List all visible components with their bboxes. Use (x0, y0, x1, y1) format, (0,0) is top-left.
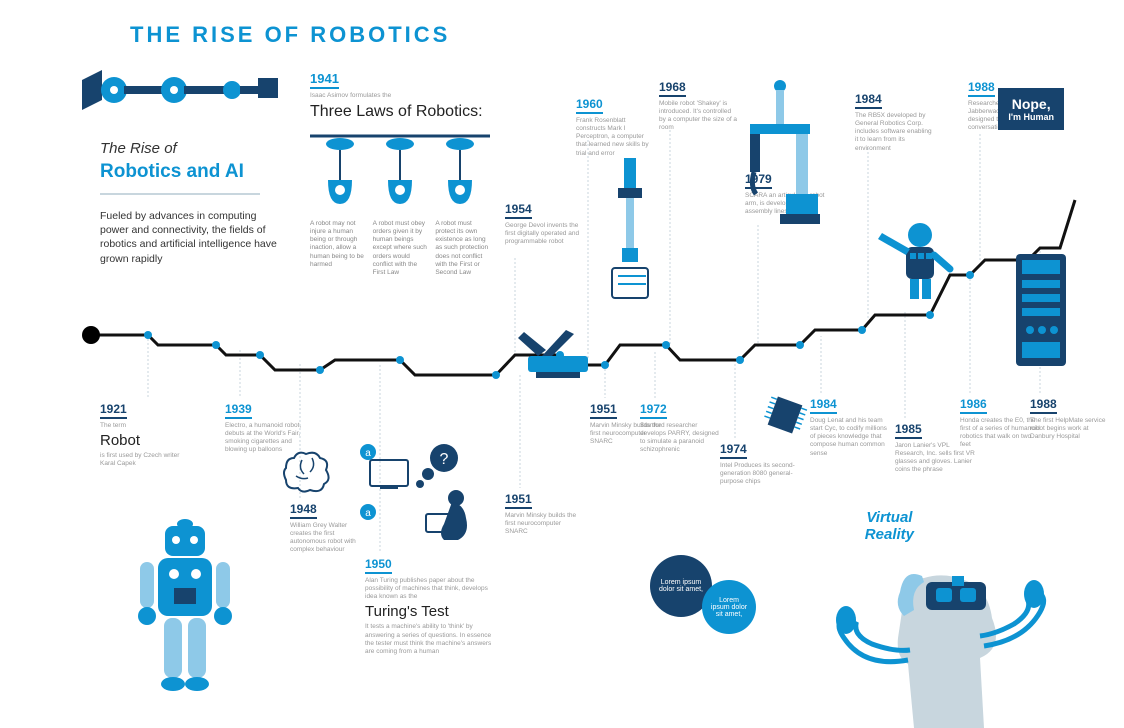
event-year: 1951 (505, 492, 532, 509)
event-e1954: 1954 George Devol invents the first digit… (505, 200, 585, 246)
intro-block: The Rise of Robotics and AI Fueled by ad… (100, 140, 280, 266)
event-text: Alan Turing publishes paper about the po… (365, 577, 495, 601)
event-e1986: 1986 Honda creates the E0, the first of a… (960, 395, 1040, 450)
event-text: Marvin Minsky builds the first neurocomp… (505, 512, 585, 536)
server-icon (1010, 250, 1072, 370)
event-text: George Devol invents the first digitally… (505, 222, 585, 246)
event-e1984b: 1984 The RB5X developed by General Roboti… (855, 90, 935, 153)
laws-year: 1941 (310, 71, 339, 89)
event-year: 1954 (505, 202, 532, 219)
event-year: 1939 (225, 402, 252, 419)
event-year: 1950 (365, 557, 392, 574)
robot-arm-icon (82, 60, 282, 130)
event-text: The term (100, 422, 180, 430)
intro-headline: Robotics and AI (100, 161, 280, 183)
event-year: 1985 (895, 422, 922, 439)
robot-figure-icon (130, 508, 240, 708)
law-2: A robot must obey orders given it by hum… (373, 220, 428, 277)
event-text: Frank Rosenblatt constructs Mark I Perce… (576, 117, 656, 158)
event-e1968: 1968 Mobile robot 'Shakey' is introduced.… (659, 78, 739, 133)
event-e1988b: 1988 The first HelpMate service robot beg… (1030, 395, 1110, 441)
laws-pendants-icon (310, 128, 490, 218)
probe-icon (608, 158, 652, 308)
intro-preline: The Rise of (100, 140, 280, 157)
event-text: The first HelpMate service robot begins … (1030, 417, 1110, 441)
laws-block: 1941 Isaac Asimov formulates the Three L… (310, 70, 490, 121)
event-e1950: 1950 Alan Turing publishes paper about th… (365, 555, 495, 656)
event-year: 1972 (640, 402, 667, 419)
svg-text:?: ? (440, 451, 449, 468)
event-year: 1986 (960, 397, 987, 414)
callout-line2: I'm Human (1008, 112, 1054, 122)
law-3: A robot must protect its own existence a… (435, 220, 490, 277)
event-text: Doug Lenat and his team start Cyc, to co… (810, 417, 890, 458)
laws-title: Three Laws of Robotics: (310, 103, 490, 121)
event-e1972: 1972 Stanford researcher develops PARRY, … (640, 400, 720, 455)
event-text: Mobile robot 'Shakey' is introduced. It'… (659, 100, 739, 133)
law-1: A robot may not injure a human being or … (310, 220, 365, 277)
timeline-start-dot (82, 326, 100, 344)
laws-lead: Isaac Asimov formulates the (310, 92, 490, 99)
event-year: 1988 (1030, 397, 1057, 414)
arm-icon (740, 76, 820, 236)
gripper-icon (508, 320, 598, 380)
laws-columns: A robot may not injure a human being or … (310, 220, 490, 277)
brain-icon (282, 450, 332, 494)
event-subtext: It tests a machine's ability to 'think' … (365, 623, 495, 656)
event-text: William Grey Walter creates the first au… (290, 522, 370, 555)
event-text: Stanford researcher develops PARRY, desi… (640, 422, 720, 455)
intro-body: Fueled by advances in computing power an… (100, 209, 280, 266)
event-subtext: is first used by Czech writer Karal Cape… (100, 452, 180, 468)
chip-icon (760, 390, 810, 440)
page-title: THE RISE OF ROBOTICS (130, 22, 450, 48)
divider (100, 193, 260, 195)
event-year: 1948 (290, 502, 317, 519)
turing-test-icon: a a ? (360, 440, 490, 550)
event-year: 1951 (590, 402, 617, 419)
speech-bubble: Lorem ipsum dolor sit amet, (702, 580, 756, 634)
event-e1939: 1939Electro, a humanoid robot, debuts at… (225, 400, 305, 455)
svg-text:a: a (365, 508, 371, 519)
callout-box: Nope, I'm Human (998, 88, 1064, 130)
event-year: 1968 (659, 80, 686, 97)
event-e1921: 1921 The term Robot is first used by Czech … (100, 400, 180, 468)
event-year: 1984 (855, 92, 882, 109)
event-e1974: 1974 Intel Produces its second-generation… (720, 440, 800, 486)
event-e1951: 1951 Marvin Minsky builds the first neuro… (505, 490, 585, 536)
event-e1948: 1948 William Grey Walter creates the firs… (290, 500, 370, 555)
event-year: 1921 (100, 402, 127, 419)
event-text: Honda creates the E0, the first of a ser… (960, 417, 1040, 450)
event-year: 1974 (720, 442, 747, 459)
event-year: 1984 (810, 397, 837, 414)
small-robot-icon (870, 215, 960, 305)
event-text: The RB5X developed by General Robotics C… (855, 112, 935, 153)
event-big-label: Turing's Test (365, 603, 495, 620)
event-e1960: 1960 Frank Rosenblatt constructs Mark I P… (576, 95, 656, 158)
event-text: Intel Produces its second-generation 808… (720, 462, 800, 486)
event-big-label: Robot (100, 432, 180, 449)
event-e1984a: 1984 Doug Lenat and his team start Cyc, t… (810, 395, 890, 458)
callout-line1: Nope, (1012, 96, 1051, 112)
event-year: 1988 (968, 80, 995, 97)
vr-person-icon (804, 528, 1064, 728)
svg-text:a: a (365, 448, 371, 459)
event-year: 1960 (576, 97, 603, 114)
